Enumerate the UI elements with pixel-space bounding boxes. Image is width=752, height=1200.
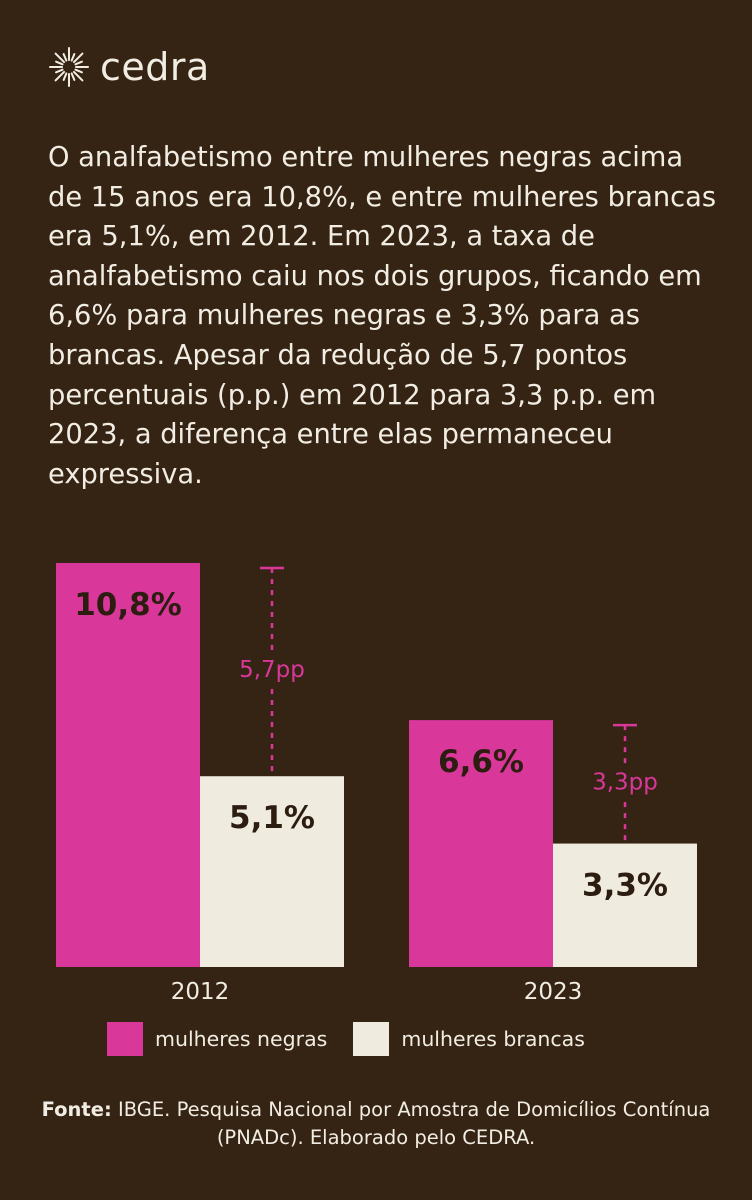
logo-wordmark: cedra xyxy=(100,45,210,89)
bar-chart: 10,8% 5,1% 5,7pp 2012 6,6% 3,3% 3,3pp 2023 xyxy=(56,563,697,1005)
bar-brancas-2023 xyxy=(553,843,697,967)
data-label-negras-2012: 10,8% xyxy=(74,587,182,623)
source-note: Fonte: IBGE. Pesquisa Nacional por Amost… xyxy=(20,1096,732,1152)
category-label-2012: 2012 xyxy=(171,979,230,1005)
intro-paragraph: O analfabetismo entre mulheres negras ac… xyxy=(48,142,717,490)
chart-legend: mulheres negras mulheres brancas xyxy=(107,1022,611,1056)
gap-label-2012: 5,7pp xyxy=(239,657,305,683)
category-label-2023: 2023 xyxy=(524,979,583,1005)
legend-item-negras: mulheres negras xyxy=(107,1022,327,1056)
gap-label-bg-2023 xyxy=(589,764,661,797)
gap-label-bg-2012 xyxy=(236,652,308,685)
sunburst-icon xyxy=(49,47,89,87)
bar-negras-2012 xyxy=(56,563,200,967)
legend-label-brancas: mulheres brancas xyxy=(401,1027,585,1051)
data-label-brancas-2023: 3,3% xyxy=(582,868,668,904)
gap-label-2023: 3,3pp xyxy=(592,769,658,795)
source-prefix: Fonte: xyxy=(41,1098,112,1121)
legend-swatch-negras xyxy=(107,1022,143,1056)
legend-item-brancas: mulheres brancas xyxy=(353,1022,585,1056)
data-label-brancas-2012: 5,1% xyxy=(229,800,315,836)
source-text: IBGE. Pesquisa Nacional por Amostra de D… xyxy=(111,1098,711,1149)
cedra-logo: cedra xyxy=(48,42,210,92)
bar-brancas-2012 xyxy=(200,776,344,967)
bar-negras-2023 xyxy=(409,720,553,967)
legend-label-negras: mulheres negras xyxy=(155,1027,328,1051)
data-label-negras-2023: 6,6% xyxy=(438,744,524,780)
legend-swatch-brancas xyxy=(353,1022,390,1056)
